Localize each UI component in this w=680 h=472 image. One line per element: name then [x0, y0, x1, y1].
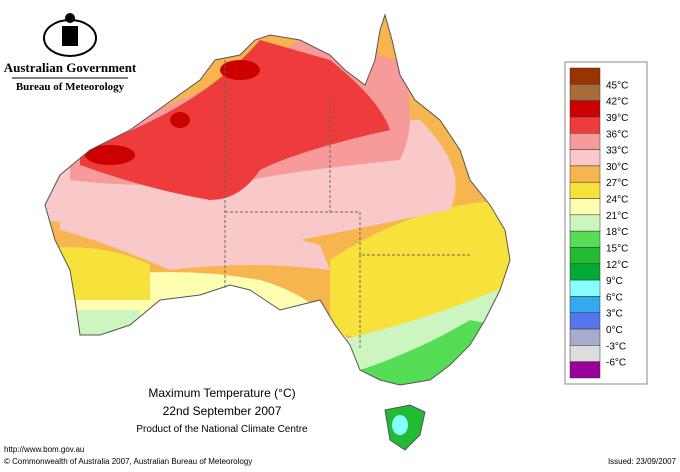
map-title: Maximum Temperature (°C) — [148, 386, 295, 400]
crest — [43, 13, 97, 57]
legend-swatch — [569, 149, 601, 167]
legend-label: 21°C — [606, 211, 628, 222]
legend-label: 36°C — [606, 129, 628, 140]
legend-label: 39°C — [606, 113, 628, 124]
legend-swatch — [569, 116, 601, 134]
legend-label: 12°C — [606, 260, 628, 271]
legend-label: 0°C — [606, 325, 623, 336]
legend-label: 42°C — [606, 97, 628, 108]
legend-swatch — [569, 133, 601, 150]
legend-label: 30°C — [606, 162, 628, 173]
legend-swatch — [569, 345, 601, 362]
legend-label: 18°C — [606, 227, 628, 238]
legend-swatch — [569, 296, 601, 313]
legend-swatch — [569, 214, 601, 232]
legend-label: 15°C — [606, 243, 628, 254]
legend-swatch — [569, 263, 601, 281]
legend-swatch — [569, 165, 601, 183]
legend-label: 24°C — [606, 195, 628, 206]
legend-label: 6°C — [606, 292, 623, 303]
legend-swatch — [569, 230, 601, 248]
legend-label: -6°C — [606, 358, 626, 369]
bureau: Bureau of Meteorology — [16, 81, 125, 93]
legend-swatch — [569, 67, 601, 85]
legend-swatch — [569, 279, 601, 297]
legend-label: 9°C — [606, 276, 623, 287]
issued: Issued: 23/09/2007 — [608, 457, 677, 466]
legend-swatch — [569, 247, 601, 265]
map-product: Product of the National Climate Centre — [136, 424, 308, 435]
legend-label: 27°C — [606, 178, 628, 189]
legend-swatch — [569, 361, 601, 379]
legend-label: 45°C — [606, 80, 628, 91]
legend: 45°C 42°C 39°C 36°C 33°C 30°C 27°C 24°C 21°C 18°C… — [564, 61, 648, 385]
legend-swatch — [569, 198, 601, 216]
legend-swatch — [569, 328, 601, 346]
legend-label: 33°C — [606, 146, 628, 157]
legend-swatch — [569, 100, 601, 118]
copyright: © Commonwealth of Australia 2007, Austra… — [4, 457, 252, 466]
state-borders — [224, 60, 470, 350]
legend-label: -3°C — [606, 341, 626, 352]
legend-swatch — [569, 84, 601, 101]
url: http://www.bom.gov.au — [4, 445, 84, 454]
legend-label: 3°C — [606, 309, 623, 320]
legend-swatch — [569, 181, 601, 199]
agency: Australian Government — [4, 60, 137, 75]
legend-swatch — [569, 312, 601, 330]
map-date: 22nd September 2007 — [163, 404, 282, 418]
